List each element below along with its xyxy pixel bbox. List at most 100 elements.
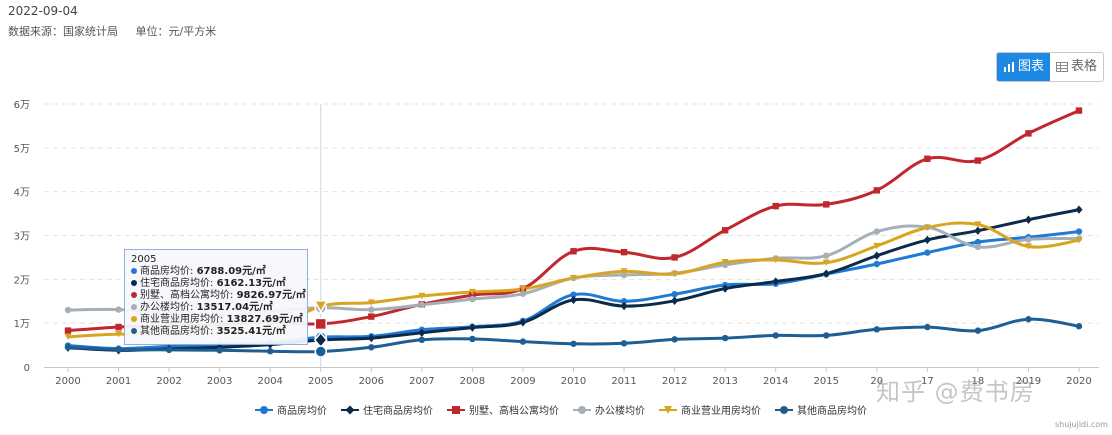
data-point[interactable]: [1024, 215, 1032, 224]
data-point[interactable]: [974, 221, 982, 228]
data-point[interactable]: [314, 345, 327, 358]
data-point[interactable]: [1025, 236, 1032, 243]
data-point[interactable]: [721, 284, 729, 293]
data-point[interactable]: [367, 299, 375, 306]
legend-item-5[interactable]: 其他商品房均价: [775, 402, 867, 417]
data-point[interactable]: [924, 249, 931, 256]
data-point[interactable]: [1025, 316, 1032, 323]
data-point[interactable]: [569, 274, 578, 282]
data-point[interactable]: [671, 336, 678, 343]
data-point[interactable]: [823, 252, 830, 259]
data-point[interactable]: [721, 259, 729, 266]
data-point[interactable]: [721, 227, 729, 234]
data-point[interactable]: [519, 290, 527, 297]
data-point[interactable]: [469, 295, 476, 303]
data-point[interactable]: [974, 327, 982, 334]
data-point[interactable]: [772, 202, 779, 210]
data-point[interactable]: [620, 301, 628, 311]
data-point[interactable]: [924, 155, 931, 162]
data-point[interactable]: [64, 333, 72, 340]
data-point[interactable]: [314, 317, 327, 331]
data-point[interactable]: [671, 296, 679, 305]
data-point[interactable]: [823, 332, 830, 339]
data-point[interactable]: [165, 346, 173, 354]
data-point[interactable]: [772, 277, 780, 286]
data-point[interactable]: [1075, 107, 1083, 114]
data-point[interactable]: [923, 224, 931, 231]
data-point[interactable]: [620, 340, 628, 347]
data-point[interactable]: [974, 157, 982, 164]
data-point[interactable]: [924, 323, 931, 331]
data-point[interactable]: [873, 228, 880, 235]
data-point[interactable]: [570, 248, 577, 255]
data-point[interactable]: [873, 187, 880, 194]
data-point[interactable]: [368, 306, 375, 313]
data-point[interactable]: [1075, 323, 1083, 330]
data-point[interactable]: [1075, 237, 1083, 244]
data-point[interactable]: [620, 268, 628, 275]
tooltip-row-value: 13827.69元/㎡: [226, 314, 303, 325]
data-point[interactable]: [1075, 228, 1083, 235]
data-point[interactable]: [367, 333, 375, 343]
data-point[interactable]: [822, 259, 830, 266]
data-point[interactable]: [64, 327, 72, 334]
legend-marker-icon: [775, 405, 793, 415]
data-point[interactable]: [974, 226, 982, 235]
data-point[interactable]: [418, 336, 426, 344]
data-point[interactable]: [418, 328, 426, 337]
data-point[interactable]: [923, 235, 931, 245]
legend-item-3[interactable]: 办公楼均价: [573, 402, 645, 417]
data-point[interactable]: [468, 323, 476, 332]
data-point[interactable]: [115, 346, 122, 353]
watermark: 知乎 @费书房: [876, 378, 1035, 406]
chart-view-button[interactable]: 图表: [997, 53, 1051, 81]
data-point[interactable]: [873, 242, 881, 250]
legend-item-0[interactable]: 商品房均价: [255, 402, 327, 417]
table-view-button[interactable]: 表格: [1050, 53, 1104, 81]
data-point[interactable]: [519, 318, 527, 327]
data-point[interactable]: [671, 291, 678, 298]
data-point[interactable]: [519, 285, 527, 293]
legend-item-4[interactable]: 商业营业用房均价: [659, 402, 761, 417]
data-point[interactable]: [873, 251, 881, 260]
legend-item-1[interactable]: 住宅商品房均价: [341, 402, 433, 417]
data-point[interactable]: [115, 330, 123, 338]
data-point[interactable]: [1025, 130, 1032, 137]
data-point[interactable]: [974, 238, 982, 246]
data-point[interactable]: [64, 344, 72, 351]
data-point[interactable]: [671, 270, 679, 278]
data-point[interactable]: [216, 347, 223, 354]
data-point[interactable]: [620, 248, 628, 256]
data-point[interactable]: [519, 338, 527, 345]
data-point[interactable]: [368, 313, 375, 320]
data-point[interactable]: [418, 292, 426, 300]
data-point[interactable]: [721, 334, 729, 342]
data-point[interactable]: [469, 335, 476, 343]
data-point[interactable]: [115, 323, 122, 331]
data-point[interactable]: [418, 301, 426, 308]
data-point[interactable]: [974, 243, 982, 251]
data-point[interactable]: [772, 256, 780, 264]
data-point[interactable]: [64, 306, 72, 314]
legend-marker-icon: [573, 405, 591, 415]
data-point[interactable]: [772, 332, 779, 339]
data-point[interactable]: [823, 201, 830, 208]
data-point[interactable]: [822, 269, 830, 278]
legend-marker-icon: [447, 405, 465, 415]
legend-item-2[interactable]: 别墅、高档公寓均价: [447, 402, 559, 417]
data-point[interactable]: [873, 326, 880, 333]
data-point[interactable]: [267, 348, 274, 355]
data-point[interactable]: [570, 291, 577, 298]
data-point[interactable]: [620, 271, 628, 279]
data-point[interactable]: [569, 295, 578, 305]
data-point[interactable]: [115, 306, 122, 313]
data-point[interactable]: [368, 344, 375, 351]
data-point[interactable]: [313, 300, 329, 314]
data-point[interactable]: [1075, 205, 1083, 214]
data-point[interactable]: [468, 288, 476, 296]
data-point[interactable]: [671, 254, 678, 261]
data-point[interactable]: [873, 260, 880, 268]
data-point[interactable]: [1024, 243, 1032, 250]
data-point[interactable]: [570, 340, 577, 347]
data-point[interactable]: [620, 298, 628, 305]
